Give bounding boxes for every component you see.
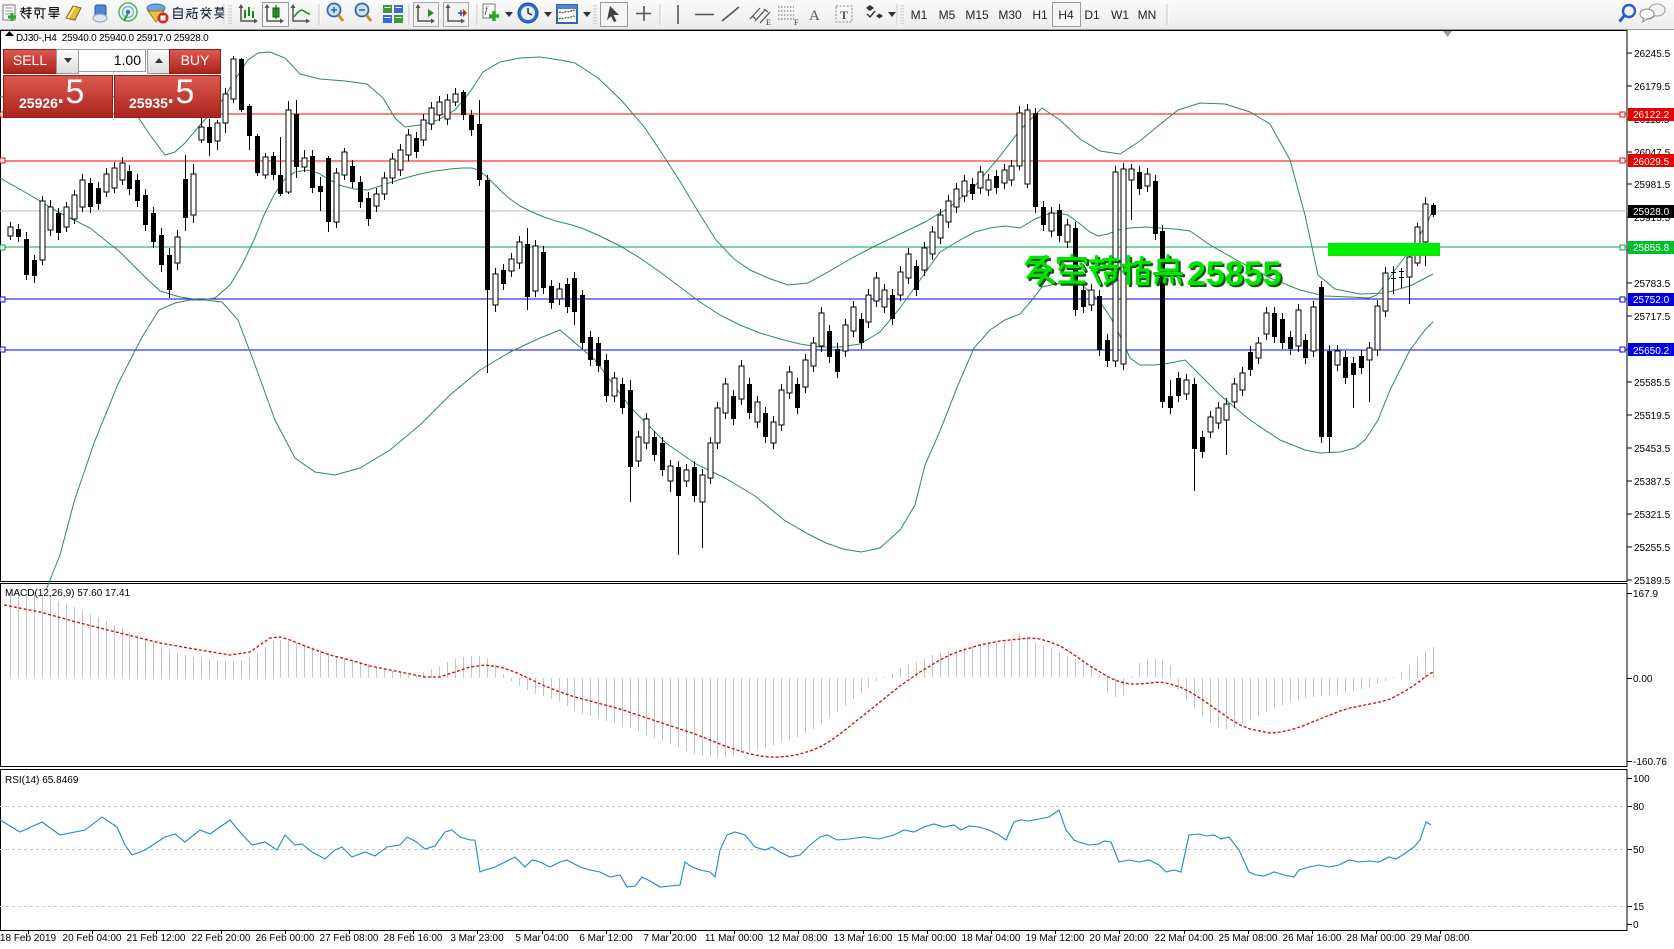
svg-text:f: f	[485, 5, 489, 15]
svg-text:3 Mar 23:00: 3 Mar 23:00	[450, 933, 504, 944]
svg-text:27 Feb 08:00: 27 Feb 08:00	[320, 933, 379, 944]
svg-text:W1: W1	[1111, 8, 1129, 22]
svg-text:M15: M15	[965, 8, 989, 22]
svg-text:25717.5: 25717.5	[1634, 312, 1671, 323]
svg-text:26179.5: 26179.5	[1634, 82, 1671, 93]
svg-text:20 Mar 20:00: 20 Mar 20:00	[1090, 933, 1149, 944]
svg-text:M5: M5	[939, 8, 956, 22]
svg-text:M1: M1	[911, 8, 928, 22]
svg-text:25928.0: 25928.0	[1633, 207, 1670, 218]
svg-text:18 Feb 2019: 18 Feb 2019	[0, 933, 57, 944]
svg-text:25453.5: 25453.5	[1634, 444, 1671, 455]
svg-text:25783.5: 25783.5	[1634, 279, 1671, 290]
svg-text:25855.8: 25855.8	[1633, 243, 1670, 254]
svg-text:A: A	[809, 8, 820, 24]
svg-text:19 Mar 12:00: 19 Mar 12:00	[1026, 933, 1085, 944]
svg-text:25189.5: 25189.5	[1634, 576, 1671, 587]
svg-text:DJ30-,H4 25940.0 25940.0 2591: DJ30-,H4 25940.0 25940.0 25917.0 25928.0	[16, 33, 209, 44]
svg-text:26245.5: 26245.5	[1634, 49, 1671, 60]
svg-text:26 Mar 16:00: 26 Mar 16:00	[1283, 933, 1342, 944]
svg-text:25585.5: 25585.5	[1634, 378, 1671, 389]
svg-text:26 Feb 00:00: 26 Feb 00:00	[256, 933, 315, 944]
svg-text:MN: MN	[1138, 8, 1157, 22]
svg-text:25 Mar 08:00: 25 Mar 08:00	[1219, 933, 1278, 944]
svg-text:26029.5: 26029.5	[1633, 157, 1670, 168]
svg-text:25321.5: 25321.5	[1634, 510, 1671, 521]
svg-text:25387.5: 25387.5	[1634, 477, 1671, 488]
svg-text:22 Feb 20:00: 22 Feb 20:00	[192, 933, 251, 944]
svg-text:F: F	[794, 18, 799, 27]
svg-text:25855: 25855	[1187, 255, 1282, 293]
svg-text:5 Mar 04:00: 5 Mar 04:00	[515, 933, 569, 944]
svg-text:25915.5: 25915.5	[1634, 213, 1671, 224]
svg-text:26047.5: 26047.5	[1634, 148, 1671, 159]
svg-text:0.00: 0.00	[1633, 674, 1653, 685]
svg-text:D1: D1	[1084, 8, 1100, 22]
svg-text:25650.2: 25650.2	[1633, 346, 1670, 357]
svg-text:13 Mar 16:00: 13 Mar 16:00	[834, 933, 893, 944]
svg-text:29 Mar 08:00: 29 Mar 08:00	[1411, 933, 1470, 944]
svg-text:H4: H4	[1058, 8, 1074, 22]
svg-text:25752.0: 25752.0	[1633, 295, 1670, 306]
svg-text:15 Mar 00:00: 15 Mar 00:00	[898, 933, 957, 944]
svg-text:11 Mar 00:00: 11 Mar 00:00	[705, 933, 764, 944]
svg-text:E: E	[766, 18, 771, 27]
svg-text:25981.5: 25981.5	[1634, 180, 1671, 191]
svg-text:T: T	[840, 8, 848, 22]
svg-text:7 Mar 20:00: 7 Mar 20:00	[643, 933, 697, 944]
svg-text:25519.5: 25519.5	[1634, 411, 1671, 422]
svg-text:MACD(12,26,9) 57.60 17.41: MACD(12,26,9) 57.60 17.41	[5, 588, 131, 599]
svg-text:80: 80	[1633, 802, 1645, 813]
svg-text:26122.2: 26122.2	[1633, 110, 1670, 121]
svg-text:22 Mar 04:00: 22 Mar 04:00	[1155, 933, 1214, 944]
svg-text:167.9: 167.9	[1633, 589, 1658, 600]
svg-text:-160.76: -160.76	[1633, 757, 1667, 768]
svg-text:18 Mar 04:00: 18 Mar 04:00	[962, 933, 1021, 944]
svg-text:25255.5: 25255.5	[1634, 543, 1671, 554]
svg-text:12 Mar 08:00: 12 Mar 08:00	[769, 933, 828, 944]
svg-text:50: 50	[1633, 845, 1645, 856]
svg-text:21 Feb 12:00: 21 Feb 12:00	[127, 933, 186, 944]
svg-text:0: 0	[1633, 920, 1639, 931]
svg-text:28 Feb 16:00: 28 Feb 16:00	[384, 933, 443, 944]
svg-text:25855: 25855	[1189, 257, 1284, 295]
svg-text:M30: M30	[998, 8, 1022, 22]
svg-text:H1: H1	[1032, 8, 1048, 22]
svg-text:20 Feb 04:00: 20 Feb 04:00	[63, 933, 122, 944]
svg-text:15: 15	[1633, 902, 1645, 913]
svg-text:28 Mar 00:00: 28 Mar 00:00	[1347, 933, 1406, 944]
svg-text:100: 100	[1633, 774, 1650, 785]
svg-text:RSI(14) 65.8469: RSI(14) 65.8469	[5, 775, 79, 786]
svg-text:6 Mar 12:00: 6 Mar 12:00	[579, 933, 633, 944]
